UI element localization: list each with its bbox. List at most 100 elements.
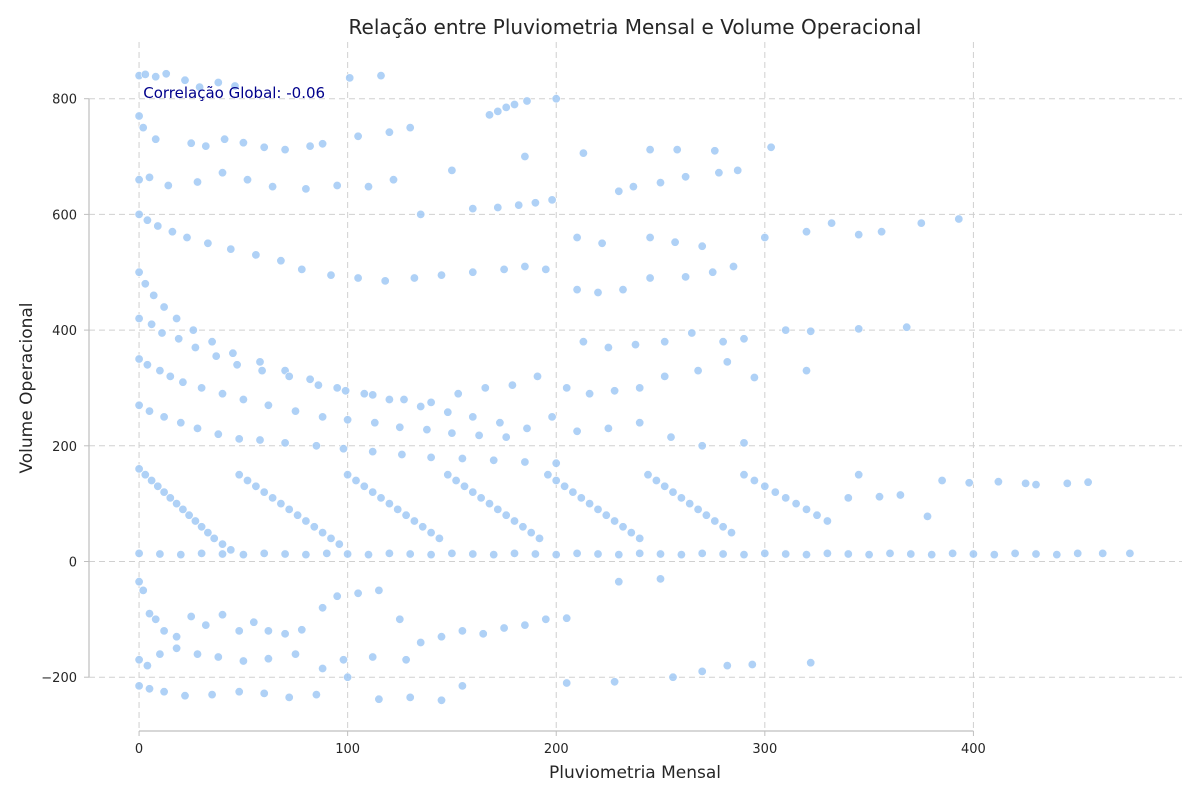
scatter-point [380, 276, 390, 286]
scatter-point [499, 623, 509, 633]
scatter-point [801, 227, 811, 237]
scatter-point [309, 522, 319, 532]
scatter-point [159, 687, 169, 697]
scatter-point [827, 218, 837, 228]
scatter-point [614, 550, 624, 560]
scatter-point [585, 389, 595, 399]
scatter-point [234, 434, 244, 444]
scatter-point [251, 250, 261, 260]
scatter-point [395, 614, 405, 624]
scatter-point [359, 481, 369, 491]
scatter-point [332, 383, 342, 393]
scatter-point [593, 287, 603, 297]
scatter-point [436, 695, 446, 705]
scatter-point [509, 548, 519, 558]
scatter-point [1073, 548, 1083, 558]
scatter-point [305, 141, 315, 151]
scatter-point [495, 418, 505, 428]
scatter-point [791, 499, 801, 509]
scatter-point [384, 548, 394, 558]
scatter-point [255, 357, 265, 367]
scatter-point [489, 455, 499, 465]
scatter-point [781, 549, 791, 559]
scatter-point [697, 548, 707, 558]
scatter-point [134, 175, 144, 185]
scatter-point [1098, 548, 1108, 558]
scatter-point [906, 549, 916, 559]
scatter-point [184, 510, 194, 520]
scatter-point [568, 487, 578, 497]
scatter-point [693, 366, 703, 376]
scatter-point [157, 328, 167, 338]
scatter-point [395, 422, 405, 432]
scatter-point [843, 493, 853, 503]
scatter-point [532, 371, 542, 381]
scatter-point [672, 145, 682, 155]
scatter-point [263, 400, 273, 410]
scatter-point [201, 620, 211, 630]
scatter-point [218, 168, 228, 178]
scatter-point [1062, 478, 1072, 488]
scatter-point [468, 549, 478, 559]
scatter-point [426, 452, 436, 462]
scatter-point [718, 337, 728, 347]
scatter-point [213, 652, 223, 662]
scatter-point [343, 549, 353, 559]
scatter-point [134, 111, 144, 121]
scatter-point [255, 435, 265, 445]
y-tick-label: 400 [52, 324, 77, 339]
scatter-point [268, 493, 278, 503]
scatter-point [147, 319, 157, 329]
y-tick-label: 0 [69, 555, 77, 570]
scatter-point [1031, 549, 1041, 559]
scatter-point [193, 649, 203, 659]
scatter-point [645, 233, 655, 243]
scatter-point [268, 182, 278, 192]
scatter-point [284, 371, 294, 381]
scatter-point [176, 550, 186, 560]
scatter-point [409, 273, 419, 283]
scatter-point [651, 475, 661, 485]
scatter-point [213, 429, 223, 439]
scatter-point [781, 325, 791, 335]
scatter-point [134, 655, 144, 665]
scatter-point [812, 510, 822, 520]
scatter-point [635, 418, 645, 428]
scatter-point [301, 184, 311, 194]
scatter-point [457, 681, 467, 691]
scatter-point [226, 545, 236, 555]
scatter-point [541, 614, 551, 624]
scatter-point [576, 493, 586, 503]
scatter-point [447, 428, 457, 438]
scatter-point [801, 366, 811, 376]
scatter-point [345, 73, 355, 83]
scatter-point [572, 233, 582, 243]
scatter-point [343, 470, 353, 480]
scatter-point [614, 577, 624, 587]
scatter-point [147, 475, 157, 485]
scatter-point [514, 200, 524, 210]
scatter-point [697, 241, 707, 251]
scatter-point [305, 374, 315, 384]
scatter-point [645, 273, 655, 283]
scatter-point [628, 182, 638, 192]
scatter-point [353, 273, 363, 283]
scatter-point [326, 270, 336, 280]
scatter-point [416, 637, 426, 647]
scatter-point [145, 172, 155, 182]
scatter-point [739, 470, 749, 480]
scatter-point [203, 238, 213, 248]
scatter-point [376, 71, 386, 81]
scatter-point [359, 389, 369, 399]
scatter-point [234, 470, 244, 480]
scatter-point [257, 366, 267, 376]
scatter-point [451, 475, 461, 485]
scatter-point [927, 550, 937, 560]
scatter-point [138, 123, 148, 133]
scatter-point [161, 69, 171, 79]
scatter-point [290, 406, 300, 416]
scatter-point [218, 389, 228, 399]
scatter-point [645, 145, 655, 155]
